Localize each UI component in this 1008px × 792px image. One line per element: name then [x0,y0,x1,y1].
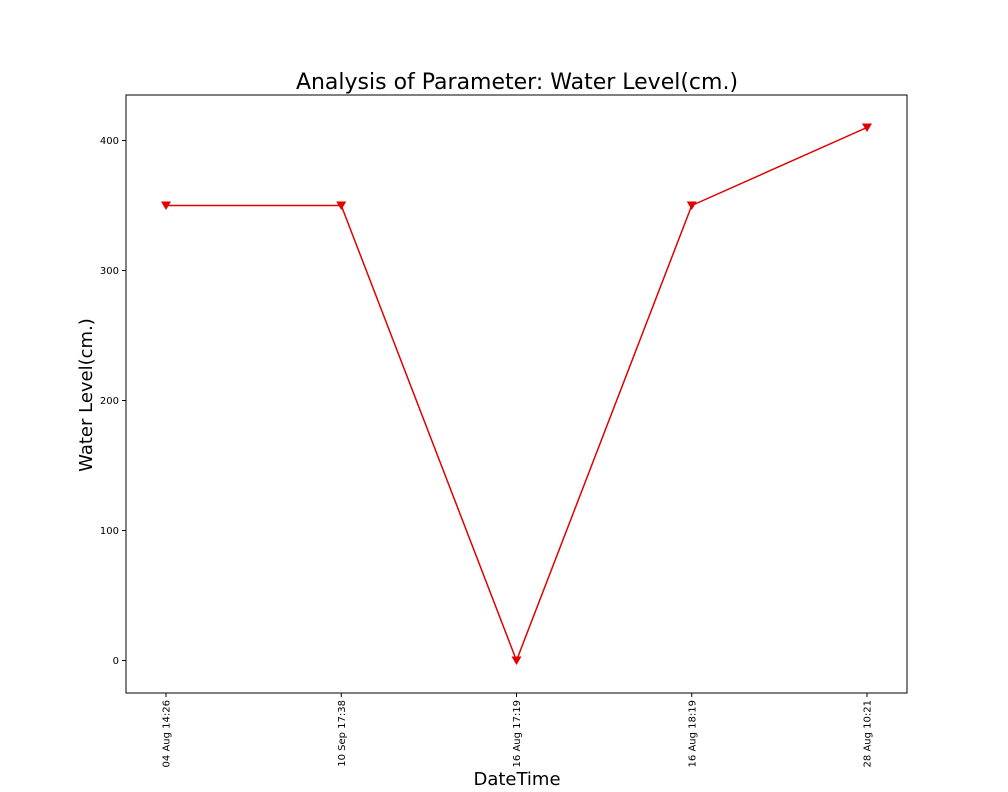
data-point [511,656,522,665]
plot-area [125,94,908,694]
x-tick-label: 16 Aug 18:19 [687,700,698,767]
data-point [862,123,872,132]
x-axis: 04 Aug 14:26 10 Sep 17:38 16 Aug 17:19 16 A… [162,693,874,767]
data-point [161,201,171,210]
x-tick-label: 16 Aug 17:19 [512,700,523,767]
y-tick-label: 100 [100,526,119,537]
y-tick-label: 300 [100,266,119,277]
y-axis: 0 100 200 300 400 [100,136,126,667]
x-axis-label: DateTime [473,769,560,790]
y-tick-label: 0 [113,656,119,667]
data-point [336,201,347,210]
x-tick-label: 10 Sep 17:38 [337,700,348,767]
y-axis-label: Water Level(cm.) [76,318,97,472]
data-point [686,201,697,210]
x-tick-label: 04 Aug 14:26 [162,700,173,767]
series-line [166,126,868,663]
y-tick-label: 200 [100,396,119,407]
x-tick-label: 28 Aug 10:21 [863,700,874,767]
y-tick-label: 400 [100,136,119,147]
series-group [161,123,872,665]
chart-title: Analysis of Parameter: Water Level(cm.) [296,70,738,95]
